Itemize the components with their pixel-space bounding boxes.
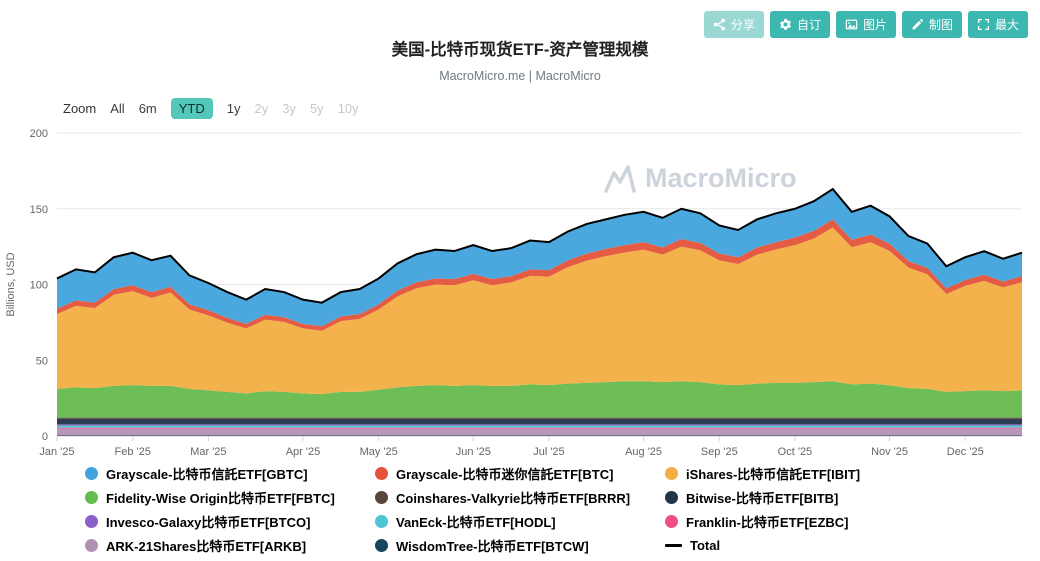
page-title: 美国-比特币现货ETF-资产管理规模 — [391, 41, 649, 59]
legend: Grayscale-比特币信託ETF[GBTC] Grayscale-比特币迷你信… — [0, 464, 1040, 555]
x-tick-label: Aug '25 — [625, 446, 662, 458]
legend-label: VanEck-比特币ETF[HODL] — [396, 515, 556, 530]
y-tick-label: 50 — [36, 355, 48, 367]
x-tick-label: Dec '25 — [947, 446, 984, 458]
legend-label: Total — [690, 538, 721, 553]
legend-dot-marker — [665, 491, 678, 504]
area-series-bitb[interactable] — [57, 418, 1022, 425]
legend-item-btc[interactable]: Grayscale-比特币迷你信託ETF[BTC] — [375, 464, 665, 483]
x-tick-label: Jan '25 — [39, 446, 74, 458]
range-all[interactable]: All — [110, 101, 125, 116]
area-series-ezbc[interactable] — [57, 427, 1022, 429]
area-series-fbtc[interactable] — [57, 381, 1022, 418]
y-tick-label: 200 — [30, 128, 48, 140]
legend-dot-marker — [85, 491, 98, 504]
range-ytd[interactable]: YTD — [170, 98, 213, 119]
x-tick-label: Jun '25 — [456, 446, 491, 458]
x-tick-label: Feb '25 — [115, 446, 151, 458]
legend-line-marker — [665, 544, 682, 547]
share-icon — [713, 18, 726, 31]
y-tick-label: 100 — [30, 280, 48, 292]
legend-dot-marker — [85, 539, 98, 552]
area-series-hodl[interactable] — [57, 425, 1022, 428]
legend-item-total[interactable]: Total — [665, 536, 955, 555]
area-series-btco[interactable] — [57, 424, 1022, 426]
legend-label: iShares-比特币信託ETF[IBIT] — [686, 467, 861, 482]
legend-item-brrr[interactable]: Coinshares-Valkyrie比特币ETF[BRRR] — [375, 488, 665, 507]
x-tick-label: Sep '25 — [701, 446, 738, 458]
chart-area: 0 50 100 150 200 Jan '25 Feb '25 Mar '25 Apr '25… — [0, 123, 1040, 459]
gear-button[interactable]: 自订 — [769, 11, 830, 38]
legend-dot-marker — [375, 539, 388, 552]
pencil-icon — [911, 18, 924, 31]
legend-item-ibit[interactable]: iShares-比特币信託ETF[IBIT] — [665, 464, 955, 483]
legend-label: Fidelity-Wise Origin比特币ETF[FBTC] — [106, 491, 335, 506]
legend-dot-marker — [375, 467, 388, 480]
legend-item-gbtc[interactable]: Grayscale-比特币信託ETF[GBTC] — [85, 464, 375, 483]
legend-item-btcw[interactable]: WisdomTree-比特币ETF[BTCW] — [375, 536, 665, 555]
legend-item-fbtc[interactable]: Fidelity-Wise Origin比特币ETF[FBTC] — [85, 488, 375, 507]
x-tick-label: Apr '25 — [286, 446, 321, 458]
legend-item-ezbc[interactable]: Franklin-比特币ETF[EZBC] — [665, 512, 955, 531]
legend-dot-marker — [665, 467, 678, 480]
legend-label: Grayscale-比特币迷你信託ETF[BTC] — [396, 467, 614, 482]
area-series-brrr[interactable] — [57, 417, 1022, 419]
total-line[interactable] — [56, 187, 1023, 304]
range-6m[interactable]: 6m — [138, 101, 157, 116]
legend-label: Grayscale-比特币信託ETF[GBTC] — [106, 467, 308, 482]
x-tick-label: Jul '25 — [533, 446, 564, 458]
expand-icon — [977, 18, 990, 31]
legend-label: Franklin-比特币ETF[EZBC] — [686, 515, 849, 530]
x-tick-label: Nov '25 — [871, 446, 908, 458]
range-3y[interactable]: 3y — [282, 101, 296, 116]
legend-label: Coinshares-Valkyrie比特币ETF[BRRR] — [396, 491, 631, 506]
area-series-ibit[interactable] — [57, 227, 1022, 395]
toolbar-button-label: 分享 — [730, 18, 755, 32]
range-10y[interactable]: 10y — [337, 101, 359, 116]
area-series-arkb[interactable] — [57, 428, 1022, 436]
toolbar-button-label: 制图 — [928, 18, 953, 32]
legend-item-hodl[interactable]: VanEck-比特币ETF[HODL] — [375, 512, 665, 531]
x-tick-label: Mar '25 — [190, 446, 226, 458]
area-series-gbtc[interactable] — [57, 189, 1022, 327]
range-1y[interactable]: 1y — [226, 101, 241, 116]
range-2y[interactable]: 2y — [254, 101, 269, 116]
gear-icon — [779, 18, 792, 31]
legend-label: WisdomTree-比特币ETF[BTCW] — [396, 539, 589, 554]
legend-item-bitb[interactable]: Bitwise-比特币ETF[BITB] — [665, 488, 955, 507]
area-series-btc[interactable] — [57, 219, 1022, 331]
pencil-button[interactable]: 制图 — [901, 11, 962, 38]
expand-button[interactable]: 最大 — [967, 11, 1028, 38]
image-icon — [845, 18, 858, 31]
chart-svg[interactable]: 0 50 100 150 200 Jan '25 Feb '25 Mar '25 Apr '25… — [0, 123, 1040, 459]
share-button[interactable]: 分享 — [703, 11, 764, 38]
y-tick-label: 0 — [42, 431, 48, 443]
legend-dot-marker — [85, 467, 98, 480]
legend-dot-marker — [85, 515, 98, 528]
x-tick-label: Oct '25 — [778, 446, 813, 458]
legend-dot-marker — [375, 515, 388, 528]
image-button[interactable]: 图片 — [835, 11, 896, 38]
legend-label: ARK-21Shares比特币ETF[ARKB] — [106, 539, 307, 554]
x-tick-label: May '25 — [360, 446, 398, 458]
y-axis-title: Billions, USD — [5, 252, 17, 316]
range-5y[interactable]: 5y — [309, 101, 324, 116]
legend-item-arkb[interactable]: ARK-21Shares比特币ETF[ARKB] — [85, 536, 375, 555]
zoom-controls: Zoom All 6m YTD 1y 2y 3y 5y 10y — [63, 98, 1040, 119]
legend-item-btco[interactable]: Invesco-Galaxy比特币ETF[BTCO] — [85, 512, 375, 531]
toolbar: 分享 自订 图片 制图 最大 — [703, 11, 1028, 38]
legend-dot-marker — [375, 491, 388, 504]
y-tick-label: 150 — [30, 204, 48, 216]
zoom-label: Zoom — [63, 101, 97, 116]
legend-label: Bitwise-比特币ETF[BITB] — [686, 491, 839, 506]
toolbar-button-label: 自订 — [796, 18, 821, 32]
toolbar-button-label: 图片 — [862, 18, 887, 32]
page-subtitle: MacroMicro.me | MacroMicro — [439, 69, 601, 83]
legend-label: Invesco-Galaxy比特币ETF[BTCO] — [106, 515, 311, 530]
zoom-ranges: All 6m YTD 1y 2y 3y 5y 10y — [110, 98, 359, 119]
toolbar-button-label: 最大 — [994, 18, 1019, 32]
legend-dot-marker — [665, 515, 678, 528]
